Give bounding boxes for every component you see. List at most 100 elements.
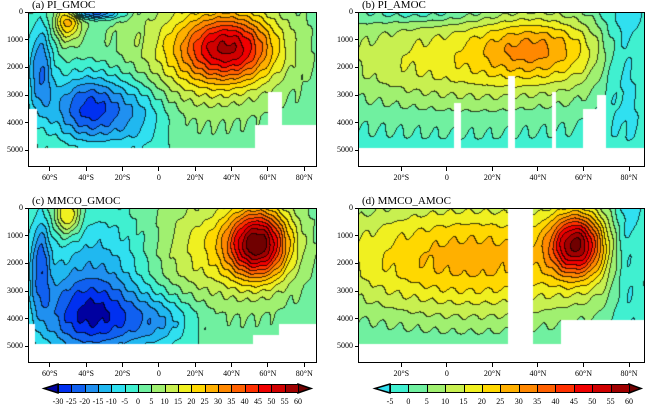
y-tick-label: 5000 [337, 145, 353, 155]
y-tick-label: 2000 [337, 62, 353, 72]
y-tick-label: 2000 [7, 258, 23, 268]
colorbar-swatch [610, 384, 630, 393]
panel-title: (a) PI_GMOC [32, 0, 96, 11]
y-tick-mark [355, 149, 358, 151]
colorbar-label: -15 [92, 397, 104, 406]
colorbar-label: 0 [136, 397, 140, 406]
colorbar-label: 35 [533, 397, 542, 406]
y-tick-label: 1000 [7, 230, 23, 240]
y-tick-mark [355, 290, 358, 292]
colorbar-label: 5 [149, 397, 154, 406]
colorbar-swatch [518, 384, 539, 393]
colorbar-label: 50 [588, 397, 597, 406]
y-tick-mark [355, 235, 358, 237]
x-tick-label: 20°S [393, 173, 410, 182]
colorbar-swatch [537, 384, 557, 393]
colorbar-min-triangle [372, 382, 391, 395]
y-tick-mark [25, 122, 28, 124]
colorbar-label: 20 [477, 397, 486, 406]
x-tick-label: 40°N [529, 369, 547, 378]
x-tick-mark [85, 167, 87, 171]
x-tick-label: 60°S [41, 173, 58, 182]
x-tick-mark [85, 363, 87, 367]
contour-field-1 [358, 12, 645, 167]
y-tick-mark [355, 11, 358, 13]
colorbar-swatch [408, 384, 428, 393]
x-tick-label: 60°N [259, 369, 277, 378]
x-tick-label: 0 [156, 173, 161, 182]
colorbar-label: -5 [386, 397, 394, 406]
y-tick-label: 3000 [7, 90, 23, 100]
colorbar-label: 25 [200, 397, 209, 406]
x-tick-mark [446, 363, 448, 367]
x-tick-mark [267, 363, 269, 367]
x-tick-label: 80°N [620, 173, 638, 182]
x-tick-label: 20°S [393, 369, 410, 378]
y-tick-mark [25, 345, 28, 347]
y-tick-mark [355, 262, 358, 264]
y-tick-label: 0 [19, 7, 23, 16]
colorbar-label: 55 [280, 397, 289, 406]
x-tick-mark [303, 363, 305, 367]
colorbar-label: 5 [424, 397, 429, 406]
x-tick-mark [303, 167, 305, 171]
x-tick-label: 0 [156, 369, 161, 378]
y-tick-label: 3000 [337, 286, 353, 296]
x-tick-mark [446, 167, 448, 171]
y-tick-mark [355, 66, 358, 68]
x-tick-label: 60°N [575, 369, 592, 378]
y-tick-label: 1000 [337, 34, 353, 44]
y-tick-mark [25, 235, 28, 237]
colorbar-label: 30 [514, 397, 523, 406]
contour-field-2 [28, 208, 317, 363]
x-tick-mark [400, 363, 402, 367]
x-tick-label: 40°S [78, 369, 94, 378]
y-tick-mark [355, 345, 358, 347]
x-tick-label: 60°S [41, 369, 58, 378]
y-tick-label: 4000 [337, 313, 353, 323]
y-tick-mark [355, 207, 358, 209]
colorbar-swatch [463, 384, 483, 393]
y-tick-label: 2000 [7, 62, 23, 72]
x-tick-mark [122, 363, 124, 367]
colorbar-swatch [390, 384, 410, 393]
contour-field-0 [28, 12, 317, 167]
x-tick-label: 40°S [78, 173, 94, 182]
y-tick-mark [355, 94, 358, 96]
colorbar-label: 45 [569, 397, 578, 406]
x-tick-label: 80°N [295, 369, 313, 378]
colorbar-label: 50 [267, 397, 276, 406]
x-tick-label: 80°N [295, 173, 313, 182]
x-tick-mark [49, 363, 51, 367]
y-tick-label: 5000 [7, 341, 23, 351]
colorbar-swatch [481, 384, 502, 393]
panel-title: (b) PI_AMOC [362, 0, 426, 11]
colorbar-swatch [445, 384, 465, 393]
x-tick-label: 20°N [483, 173, 501, 182]
x-tick-label: 0 [444, 369, 449, 378]
colorbar-label: 15 [174, 397, 182, 406]
x-tick-label: 80°N [620, 369, 638, 378]
y-tick-label: 1000 [337, 230, 353, 240]
x-tick-mark [122, 167, 124, 171]
colorbar-label: 60 [294, 397, 302, 406]
x-tick-label: 0 [444, 173, 449, 182]
colorbar-label: 35 [227, 397, 236, 406]
x-tick-mark [537, 363, 539, 367]
y-tick-mark [25, 39, 28, 41]
y-tick-mark [25, 207, 28, 209]
y-tick-label: 3000 [337, 90, 353, 100]
y-tick-label: 0 [349, 203, 353, 212]
colorbar-max-triangle [628, 382, 644, 395]
x-tick-label: 20°S [114, 173, 131, 182]
colorbar-label: -30 [52, 397, 64, 406]
x-tick-mark [628, 363, 630, 367]
x-tick-mark [267, 167, 269, 171]
x-tick-mark [400, 167, 402, 171]
colorbar-swatch [500, 384, 520, 393]
x-tick-label: 60°N [259, 173, 277, 182]
y-tick-mark [25, 149, 28, 151]
y-tick-mark [25, 290, 28, 292]
y-tick-mark [25, 11, 28, 13]
x-tick-mark [194, 363, 196, 367]
